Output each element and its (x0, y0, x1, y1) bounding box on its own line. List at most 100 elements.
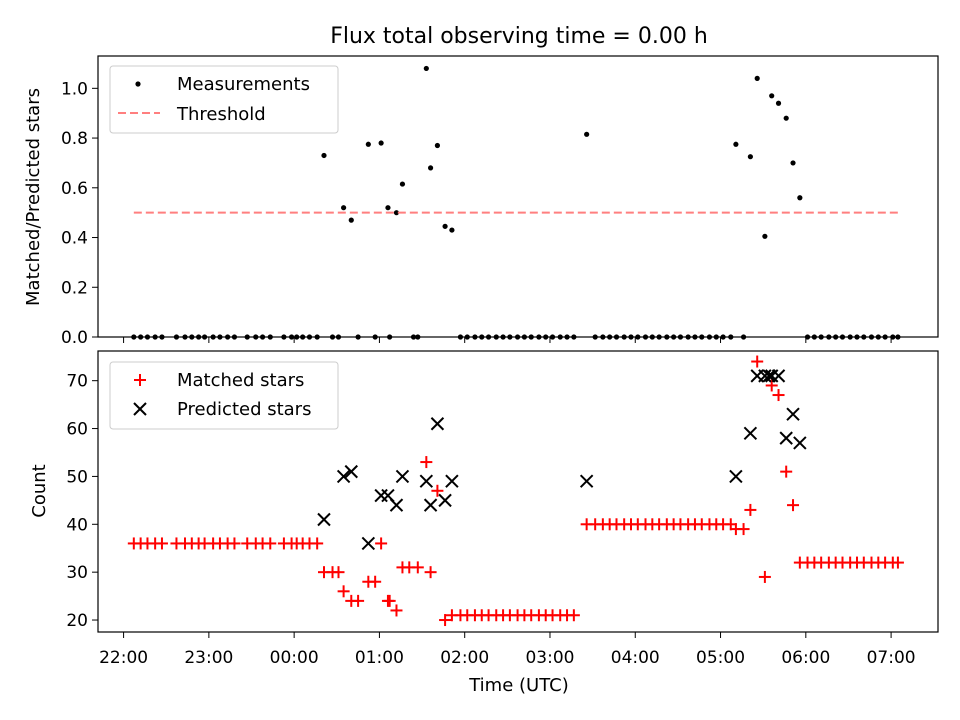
ratio-y-axis-label: Matched/Predicted stars (23, 88, 44, 306)
predicted-star-point (793, 436, 807, 450)
predicted-star-point (423, 498, 438, 512)
measurement-point (769, 93, 775, 99)
matched-star-point (420, 456, 433, 469)
legend-matched-label: Matched stars (177, 370, 304, 391)
predicted-star-point (336, 469, 351, 484)
matched-star-point (765, 379, 778, 392)
ratio-ytick-label: 1.0 (61, 79, 88, 99)
matched-star-point (751, 355, 764, 368)
count-panel: 20 30 40 50 60 70 Count Matched stars Predict… (29, 350, 939, 638)
measurement-point (733, 141, 739, 147)
count-ytick-label: 50 (66, 467, 88, 487)
predicted-star-point (419, 474, 434, 488)
matched-star-point (424, 566, 437, 579)
measurement-point (348, 217, 354, 223)
matched-star-point (332, 566, 345, 579)
measurement-point (747, 154, 753, 160)
ratio-ytick-label: 0.4 (61, 229, 88, 249)
matched-star-point (383, 594, 396, 607)
predicted-star-point (579, 474, 594, 488)
measurement-point (434, 142, 441, 149)
matched-star-point (780, 465, 793, 478)
matched-star-point (228, 537, 241, 550)
count-ytick-label: 70 (66, 372, 88, 392)
matched-star-point (787, 499, 800, 512)
legend-threshold-label: Threshold (176, 104, 266, 125)
count-ytick-label: 20 (66, 611, 88, 631)
x-tick-label: 05:00 (696, 648, 745, 668)
measurement-point (783, 115, 789, 121)
matched-star-point (311, 537, 324, 550)
count-ytick-label: 60 (66, 420, 88, 440)
ratio-ytick-label: 0.0 (61, 328, 88, 348)
ratio-panel-frame (97, 55, 939, 338)
x-tick-label: 22:00 (99, 648, 148, 668)
x-tick-label: 07:00 (867, 648, 916, 668)
predicted-star-point (389, 498, 404, 512)
x-tick-label: 02:00 (440, 648, 489, 668)
legend-measurements-marker (135, 81, 141, 87)
legend-predicted-marker (133, 402, 147, 416)
measurement-point (442, 223, 448, 229)
measurement-point (385, 205, 391, 211)
predicted-star-point (445, 474, 459, 488)
time-x-axis: 22:00 23:00 00:00 01:00 02:00 03:00 04:00 05:00… (99, 648, 916, 668)
predicted-star-point (729, 469, 743, 484)
matched-star-point (337, 585, 350, 598)
matched-star-point (411, 561, 424, 574)
ratio-ytick-label: 0.6 (61, 179, 88, 199)
matched-star-point (390, 604, 403, 617)
ratio-legend: Measurements Threshold (109, 65, 339, 134)
legend-matched-marker (134, 374, 146, 386)
predicted-star-point (438, 493, 452, 508)
measurement-point (365, 141, 371, 147)
matched-star-point (155, 537, 168, 550)
count-legend: Matched stars Predicted stars (109, 361, 339, 430)
legend-measurements-label: Measurements (177, 74, 310, 95)
predicted-star-point (743, 426, 758, 441)
measurement-point (427, 165, 434, 171)
matched-star-point (567, 609, 580, 622)
measurement-point (341, 205, 347, 211)
predicted-star-point (361, 536, 376, 551)
x-tick-label: 04:00 (611, 648, 660, 668)
ratio-ytick-label: 0.8 (61, 129, 88, 149)
legend-predicted-label: Predicted stars (177, 399, 311, 420)
measurement-point (399, 181, 406, 187)
predicted-star-point (395, 469, 410, 484)
matched-star-point (737, 523, 750, 536)
matched-star-point (375, 537, 388, 550)
matched-star-point (352, 594, 365, 607)
matched-star-point (439, 614, 452, 627)
measurement-point (423, 65, 429, 72)
count-ytick-label: 30 (66, 563, 88, 583)
chart-title: Flux total observing time = 0.00 h (330, 24, 708, 49)
measurement-point (754, 75, 760, 81)
predicted-star-point (430, 417, 445, 431)
measurement-point (775, 100, 782, 106)
measurement-point (790, 160, 796, 166)
measurement-point (762, 233, 768, 239)
x-tick-label: 00:00 (270, 648, 319, 668)
count-ytick-label: 40 (66, 515, 88, 535)
ratio-panel: 0.0 0.2 0.4 0.6 0.8 1.0 Matched/Predicted sta… (23, 55, 939, 348)
measurement-point (321, 152, 327, 159)
x-tick-label: 01:00 (355, 648, 404, 668)
x-axis-label: Time (UTC) (468, 675, 569, 696)
count-panel-frame (97, 350, 939, 633)
x-tick-label: 23:00 (184, 648, 233, 668)
predicted-star-point (317, 512, 331, 527)
matched-star-point (758, 570, 771, 583)
count-y-axis-label: Count (29, 464, 50, 517)
measurement-point (797, 195, 803, 201)
matched-star-point (431, 484, 444, 497)
predicted-star-point (771, 369, 786, 383)
matched-star-point (772, 389, 785, 402)
x-tick-label: 06:00 (781, 648, 830, 668)
predicted-star-point (779, 431, 793, 445)
measurement-point (449, 227, 455, 233)
measurement-point (393, 210, 400, 216)
matched-star-point (891, 556, 904, 569)
matched-star-point (264, 537, 277, 550)
